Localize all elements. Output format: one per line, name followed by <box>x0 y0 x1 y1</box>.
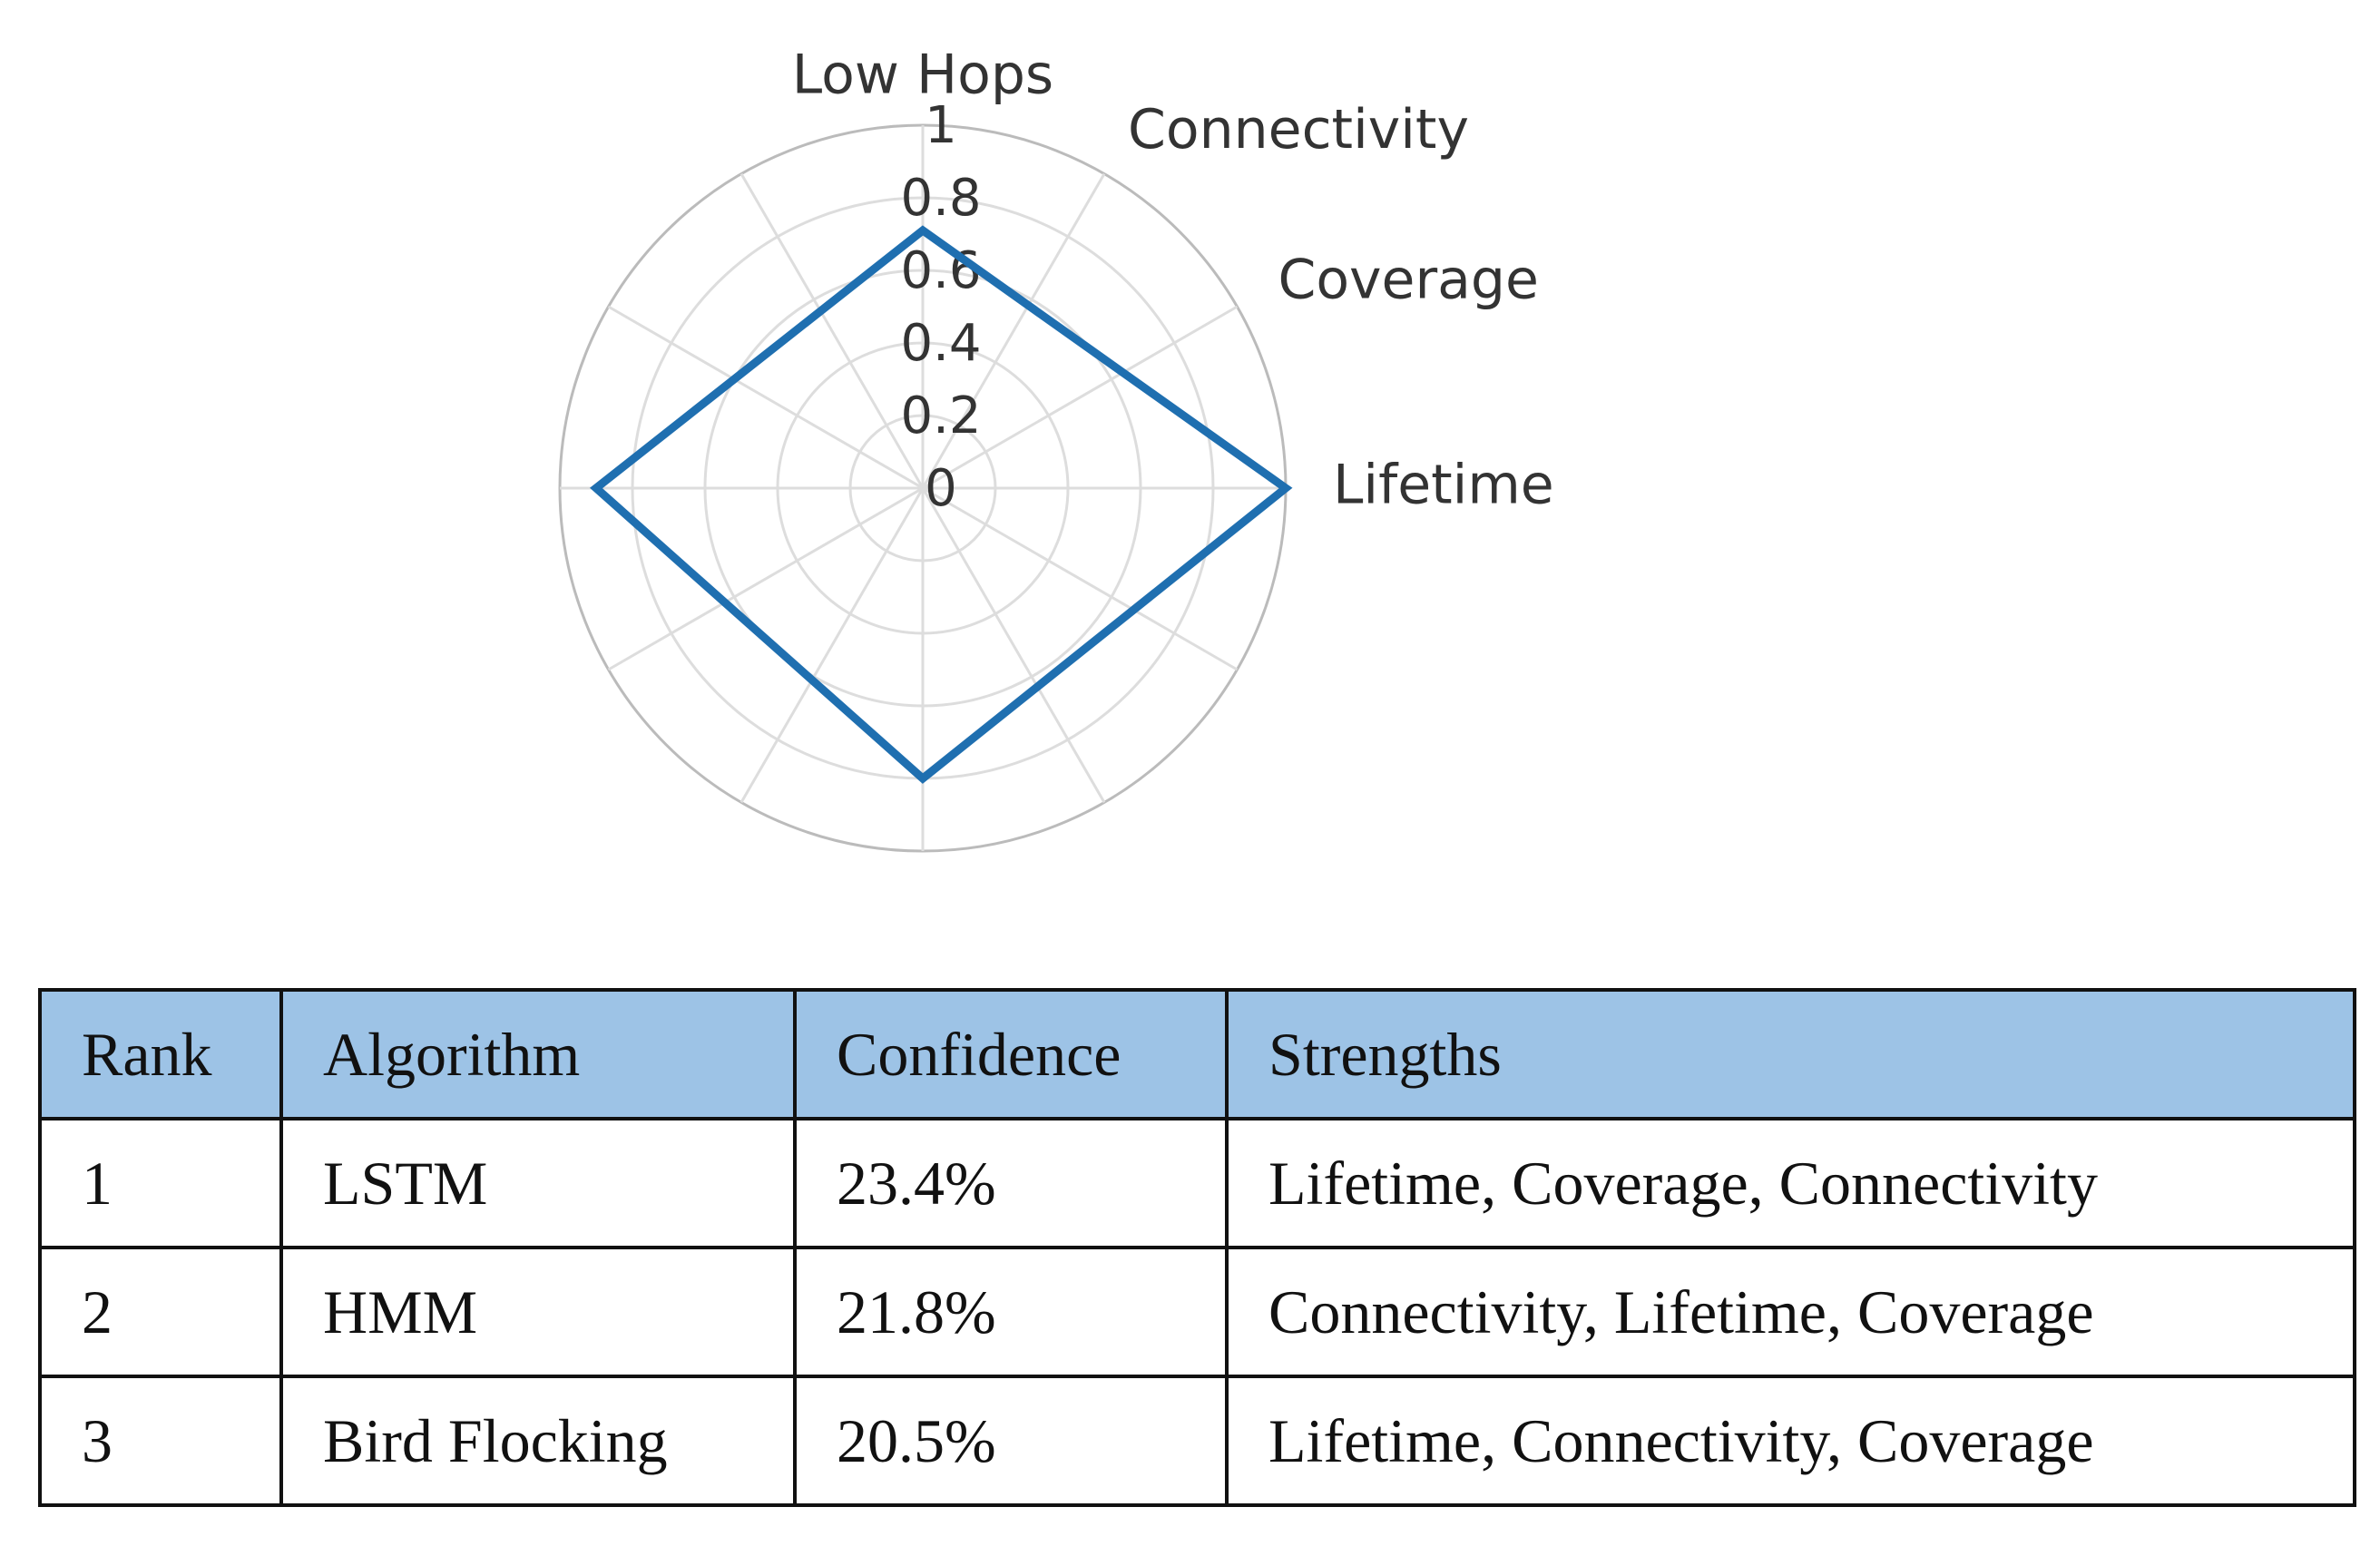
table-row: 1 LSTM 23.4% Lifetime, Coverage, Connectivi… <box>38 1117 2356 1249</box>
table-cell: 2 <box>38 1246 283 1378</box>
theta-label: Low Hops <box>792 44 1053 107</box>
table-cell: 20.5% <box>793 1375 1229 1507</box>
grid-spoke <box>921 172 1106 489</box>
grid-spoke <box>739 487 925 804</box>
grid-spoke <box>607 486 924 671</box>
table-row: 3 Bird Flocking 20.5% Lifetime, Connectivit… <box>38 1375 2356 1507</box>
table-cell: LSTM <box>279 1117 797 1249</box>
theta-label: Coverage <box>1278 249 1538 312</box>
table-cell: Bird Flocking <box>279 1375 797 1507</box>
chart: Lifetime Coverage Connectivity Low Hops 0 0.2… <box>558 44 1554 853</box>
grid-spoke <box>607 305 924 490</box>
table-cell: Connectivity, Lifetime, Coverage <box>1225 1246 2356 1378</box>
r-tick-label: 0.4 <box>900 314 981 373</box>
table-cell: HMM <box>279 1246 797 1378</box>
grid-spoke <box>739 172 925 489</box>
grid-spoke <box>921 487 1106 804</box>
table-cell: 3 <box>38 1375 283 1507</box>
table-cell: 1 <box>38 1117 283 1249</box>
header-cell: Strengths <box>1225 988 2356 1121</box>
header-cell: Confidence <box>793 988 1229 1121</box>
ranking-table: Rank Algorithm Confidence Strengths 1 LSTM 23… <box>38 988 2356 1507</box>
table-cell: 21.8% <box>793 1246 1229 1378</box>
header-cell: Rank <box>38 988 283 1121</box>
table-cell: 23.4% <box>793 1117 1229 1249</box>
table-row: 2 HMM 21.8% Connectivity, Lifetime, Coverag… <box>38 1246 2356 1378</box>
grid-spoke <box>922 305 1239 490</box>
table-cell: Lifetime, Connectivity, Coverage <box>1225 1375 2356 1507</box>
grid-spoke <box>922 486 1239 671</box>
r-tick-label: 0 <box>925 459 957 518</box>
table-cell: Lifetime, Coverage, Connectivity <box>1225 1117 2356 1249</box>
r-tick-label: 0.8 <box>900 169 981 228</box>
r-tick-label: 0.6 <box>900 241 981 300</box>
r-tick-label: 1 <box>925 96 957 155</box>
header-cell: Algorithm <box>279 988 797 1121</box>
theta-label: Lifetime <box>1333 454 1554 517</box>
header-row: Rank Algorithm Confidence Strengths <box>38 988 2356 1121</box>
r-tick-label: 0.2 <box>900 387 981 445</box>
theta-label: Connectivity <box>1128 98 1469 161</box>
series-line <box>589 225 1293 784</box>
